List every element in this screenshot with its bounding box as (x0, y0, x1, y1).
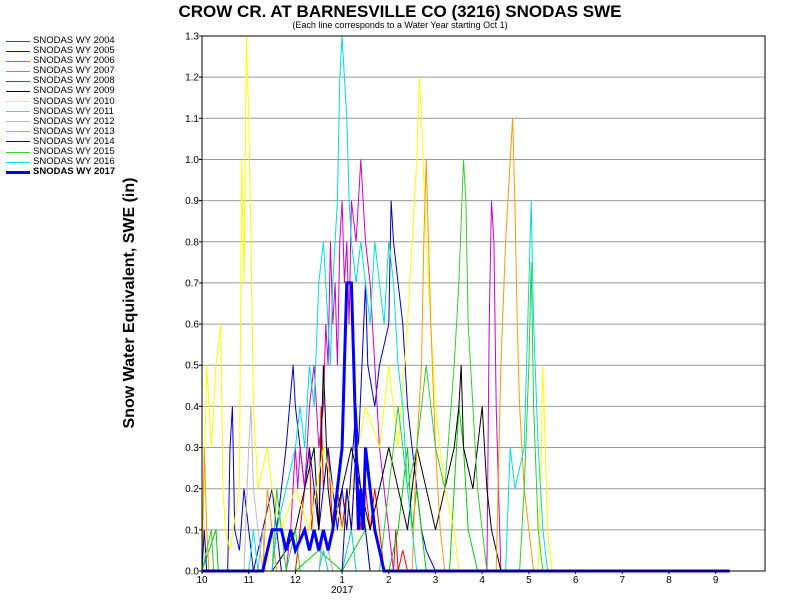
y-tick-label: 0.7 (185, 278, 199, 289)
x-tick-label: 4 (479, 575, 485, 586)
x-tick-label: 9 (713, 575, 719, 586)
legend-swatch (6, 50, 30, 52)
x-year-label: 2017 (331, 585, 354, 596)
x-tick-label: 12 (290, 575, 302, 586)
series-line (202, 281, 730, 573)
legend-swatch (6, 70, 30, 72)
legend: SNODAS WY 2004 SNODAS WY 2005 SNODAS WY 20… (6, 35, 115, 177)
legend-label: SNODAS WY 2013 (33, 125, 115, 137)
legend-swatch (6, 80, 30, 82)
legend-swatch (6, 111, 30, 113)
x-tick-label: 2 (386, 575, 392, 586)
legend-label: SNODAS WY 2015 (33, 146, 115, 158)
y-tick-label: 0.5 (185, 361, 199, 372)
y-tick-label: 0.3 (185, 443, 199, 454)
grid-lines (202, 35, 765, 531)
y-tick-label: 1.0 (185, 155, 199, 166)
legend-item: SNODAS WY 2017 (6, 167, 115, 177)
legend-item: SNODAS WY 2005 (6, 45, 115, 57)
legend-swatch (6, 101, 30, 103)
y-tick-label: 1.2 (185, 73, 199, 84)
y-tick-label: 0.1 (185, 525, 199, 536)
y-tick-label: 0.2 (185, 484, 199, 495)
legend-item: SNODAS WY 2014 (6, 135, 115, 147)
legend-item: SNODAS WY 2011 (6, 105, 115, 117)
y-tick-label: 0.6 (185, 320, 199, 331)
series-lines (201, 35, 730, 573)
y-tick-label: 0.8 (185, 237, 199, 248)
legend-swatch (6, 121, 30, 123)
x-tick-label: 8 (666, 575, 672, 586)
series-line (202, 406, 730, 572)
y-tick-label: 0.0 (185, 567, 199, 578)
legend-label: SNODAS WY 2012 (33, 115, 115, 127)
legend-swatch (6, 161, 30, 163)
series-line (202, 365, 730, 572)
legend-item: SNODAS WY 2010 (6, 95, 115, 107)
x-tick-label: 6 (573, 575, 579, 586)
y-tick-label: 1.3 (185, 32, 199, 43)
series-line (202, 159, 730, 572)
legend-label: SNODAS WY 2005 (33, 45, 115, 57)
legend-swatch (6, 40, 30, 42)
x-tick-label: 11 (244, 575, 255, 586)
legend-swatch (6, 170, 30, 174)
x-tick-label: 7 (620, 575, 626, 586)
legend-item: SNODAS WY 2008 (6, 76, 115, 86)
x-tick-label: 5 (526, 575, 532, 586)
x-tick-label: 3 (433, 575, 439, 586)
legend-label: SNODAS WY 2004 (33, 35, 115, 46)
legend-swatch (6, 151, 30, 153)
legend-item: SNODAS WY 2015 (6, 146, 115, 158)
legend-swatch (6, 60, 30, 62)
legend-label: SNODAS WY 2006 (33, 55, 115, 67)
legend-label: SNODAS WY 2016 (33, 156, 115, 168)
chart-subtitle: (Each line corresponds to a Water Year s… (292, 20, 508, 30)
legend-label: SNODAS WY 2017 (33, 166, 116, 178)
axes: 0.0 0.1 0.2 0.3 0.4 0.5 0.6 0.7 0.8 0.9 1.0 1.1 1.2 1… (185, 32, 766, 596)
legend-item: SNODAS WY 2004 (6, 35, 115, 46)
legend-item: SNODAS WY 2009 (6, 86, 115, 96)
legend-label: SNODAS WY 2009 (33, 85, 115, 97)
series-line (201, 35, 730, 572)
legend-item: SNODAS WY 2016 (6, 157, 115, 167)
legend-label: SNODAS WY 2010 (33, 95, 115, 107)
legend-swatch (6, 141, 30, 143)
series-line (202, 35, 730, 572)
legend-item: SNODAS WY 2006 (6, 56, 115, 66)
y-tick-label: 0.9 (185, 196, 199, 207)
series-line (201, 159, 730, 572)
series-line (201, 118, 730, 572)
legend-item: SNODAS WY 2007 (6, 66, 115, 76)
legend-label: SNODAS WY 2011 (33, 105, 114, 117)
legend-label: SNODAS WY 2008 (33, 75, 115, 87)
legend-item: SNODAS WY 2012 (6, 115, 115, 127)
legend-swatch (6, 131, 30, 133)
chart-title: CROW CR. AT BARNESVILLE CO (3216) SNODAS… (178, 2, 622, 21)
y-tick-label: 0.4 (185, 402, 199, 413)
legend-item: SNODAS WY 2013 (6, 125, 115, 137)
legend-label: SNODAS WY 2007 (33, 65, 115, 77)
x-tick-label: 1 (339, 575, 345, 586)
y-tick-label: 1.1 (185, 114, 199, 125)
x-tick-label: 10 (196, 575, 208, 586)
series-line (202, 200, 730, 572)
legend-swatch (6, 91, 30, 93)
plot-frame (201, 35, 766, 572)
legend-label: SNODAS WY 2014 (33, 135, 115, 147)
